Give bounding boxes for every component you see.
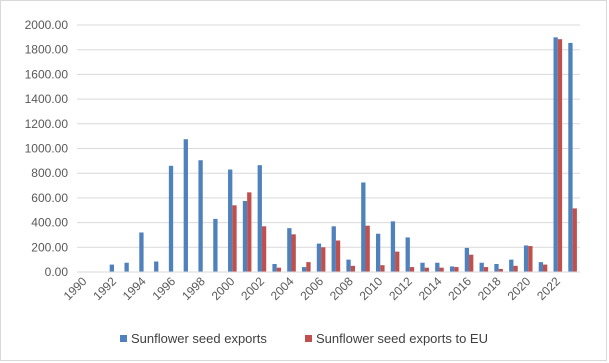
bar <box>261 226 267 272</box>
y-axis-tick-labels: 0.00 200.00 400.00 600.00 800.00 1000.00 1200.… <box>25 18 69 279</box>
bar <box>335 240 341 272</box>
x-tick-label: 1996 <box>150 274 179 303</box>
bar <box>276 267 282 272</box>
x-tick-label: 2000 <box>209 274 238 303</box>
bar <box>543 264 548 272</box>
bar <box>242 200 248 272</box>
bar <box>183 139 188 272</box>
legend-item: Sunflower seed exports to EU <box>305 331 488 346</box>
bar <box>350 265 355 272</box>
x-tick-label: 2002 <box>238 274 267 303</box>
legend-swatch <box>120 335 127 342</box>
bar <box>247 192 252 272</box>
bar <box>232 205 237 272</box>
bar <box>494 263 499 272</box>
x-tick-label: 2008 <box>327 274 356 303</box>
bar <box>439 267 444 272</box>
bar <box>331 226 336 272</box>
bar <box>257 165 262 272</box>
y-tick-label: 2000.00 <box>25 18 69 32</box>
bar <box>168 165 174 272</box>
bar <box>568 42 573 272</box>
bar <box>213 218 218 272</box>
bar <box>291 234 296 272</box>
x-tick-label: 2020 <box>505 274 534 303</box>
legend-label: Sunflower seed exports <box>131 331 267 346</box>
x-tick-label: 1994 <box>120 274 149 303</box>
bar <box>109 264 114 272</box>
legend: Sunflower seed exports Sunflower seed exp… <box>120 331 488 346</box>
bar <box>124 262 129 272</box>
y-tick-label: 1400.00 <box>25 92 69 106</box>
legend-swatch <box>305 335 312 342</box>
bar <box>469 254 474 272</box>
bar <box>479 262 484 272</box>
bar <box>449 266 455 272</box>
x-tick-label: 2006 <box>297 274 326 303</box>
bar <box>409 267 415 272</box>
x-tick-label: 2010 <box>357 274 386 303</box>
bar <box>361 182 366 272</box>
bar <box>572 208 577 272</box>
bar <box>154 261 159 272</box>
bar <box>509 259 514 272</box>
bar <box>390 221 396 272</box>
x-tick-label: 2014 <box>416 274 445 303</box>
bar <box>302 267 307 272</box>
x-axis-tick-labels: 1990 1992 1994 1996 1998 2000 2002 2004 2006 2008… <box>61 274 563 303</box>
bar <box>395 251 400 272</box>
bar <box>198 160 203 272</box>
x-tick-label: 2022 <box>534 274 563 303</box>
y-tick-label: 200.00 <box>31 240 68 254</box>
y-tick-label: 1800.00 <box>25 43 69 57</box>
y-tick-label: 800.00 <box>31 166 68 180</box>
x-tick-label: 2016 <box>445 274 474 303</box>
bar <box>435 262 440 272</box>
bar <box>316 243 322 272</box>
bar <box>405 237 410 272</box>
bar <box>272 263 277 272</box>
bar-series <box>109 37 577 272</box>
bar <box>139 232 144 272</box>
bar <box>513 265 518 272</box>
bar <box>464 247 470 272</box>
bar <box>365 225 370 272</box>
bar <box>553 37 558 272</box>
y-tick-label: 1200.00 <box>25 117 69 131</box>
x-tick-label: 2018 <box>475 274 504 303</box>
bar <box>523 245 529 272</box>
y-tick-label: 0.00 <box>45 265 69 279</box>
y-tick-label: 600.00 <box>31 191 68 205</box>
bar <box>424 267 429 272</box>
legend-item: Sunflower seed exports <box>120 331 267 346</box>
bar <box>454 267 459 272</box>
y-tick-label: 1600.00 <box>25 67 69 81</box>
bar <box>483 267 489 272</box>
bar <box>380 265 385 272</box>
gridlines <box>77 24 580 248</box>
bar <box>228 169 233 272</box>
y-tick-label: 1000.00 <box>25 142 69 156</box>
x-tick-label: 1998 <box>179 274 208 303</box>
bar <box>346 259 351 272</box>
bar <box>538 262 544 272</box>
bar <box>420 262 425 272</box>
bar <box>287 228 292 272</box>
bar <box>557 39 563 272</box>
x-tick-label: 1992 <box>90 274 119 303</box>
x-tick-label: 2012 <box>386 274 415 303</box>
bar <box>375 233 381 272</box>
y-tick-label: 400.00 <box>31 216 68 230</box>
legend-label: Sunflower seed exports to EU <box>316 331 488 346</box>
bar <box>528 246 533 272</box>
x-tick-label: 2004 <box>268 274 297 303</box>
bar <box>498 268 503 272</box>
bar <box>321 247 326 272</box>
bar <box>306 262 311 272</box>
